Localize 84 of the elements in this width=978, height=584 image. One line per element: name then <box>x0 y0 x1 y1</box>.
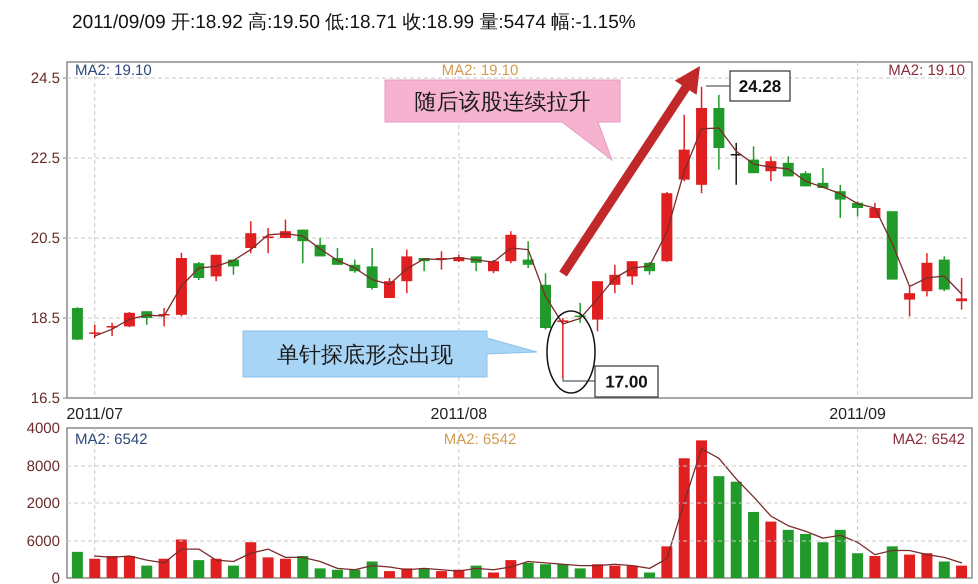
bar <box>505 560 516 578</box>
bar <box>418 568 430 578</box>
annotation: 24.28 <box>738 77 782 96</box>
x-tick-label: 2011/08 <box>430 406 488 423</box>
bar <box>193 560 204 578</box>
candlestick <box>522 240 534 269</box>
bar <box>332 570 343 578</box>
bar <box>314 568 326 578</box>
bar <box>713 476 724 578</box>
bar <box>592 564 604 578</box>
bar <box>730 482 742 578</box>
bar <box>765 522 776 578</box>
bar <box>470 566 482 578</box>
bar <box>488 572 499 578</box>
bar <box>626 566 638 578</box>
candlestick <box>488 259 499 274</box>
x-tick-label: 2011/09 <box>829 406 886 423</box>
candlestick <box>245 220 256 254</box>
x-tick-label: 2011/07 <box>66 406 124 423</box>
bar <box>245 542 256 578</box>
y-tick-label: 16.5 <box>30 390 60 407</box>
bar <box>644 572 656 578</box>
text: 6000 <box>26 533 60 550</box>
bar <box>176 539 187 578</box>
bar <box>384 571 395 578</box>
bar <box>921 553 932 578</box>
candlestick <box>193 261 204 281</box>
y-tick-label: 22.5 <box>30 150 60 167</box>
bar <box>89 558 100 578</box>
candlestick <box>800 170 812 188</box>
bar <box>678 458 690 578</box>
bar <box>834 530 846 578</box>
candlestick <box>904 286 916 318</box>
y-tick-label: 20.5 <box>30 230 60 247</box>
bar <box>869 556 880 578</box>
bar <box>349 570 360 578</box>
bar <box>522 562 534 578</box>
bar <box>748 512 760 578</box>
bar <box>106 556 118 578</box>
bar <box>956 566 968 578</box>
bar <box>210 558 222 578</box>
candlestick <box>366 247 378 290</box>
bar <box>228 566 239 578</box>
text: 2000 <box>26 495 60 512</box>
annotation: 17.00 <box>605 372 648 392</box>
text: 0 <box>52 570 60 584</box>
bar <box>557 564 568 578</box>
bar <box>141 566 152 578</box>
bar <box>158 558 170 578</box>
annotation: MA2: 19.10 <box>442 62 518 79</box>
candlestick <box>89 324 100 339</box>
annotation: MA2: 6542 <box>444 431 516 448</box>
bar <box>696 440 708 578</box>
bar <box>436 571 447 578</box>
bar <box>886 546 898 578</box>
annotation: MA2: 6542 <box>75 431 148 448</box>
annotation: MA2: 6542 <box>892 431 965 448</box>
bar <box>609 566 620 578</box>
bar <box>297 556 308 578</box>
line-series <box>94 127 962 337</box>
bar <box>904 554 916 578</box>
annotation: 单针探底形态出现 <box>277 342 453 367</box>
bar <box>661 546 672 578</box>
annotation: MA2: 19.10 <box>75 62 152 79</box>
chart-title: 2011/09/09 开:18.92 高:19.50 低:18.71 收:18.99 量:5474 幅:-1.15% <box>72 11 636 33</box>
bar <box>782 530 794 578</box>
bar <box>817 542 828 578</box>
text: 8000 <box>26 458 60 475</box>
bar <box>800 534 812 578</box>
bar <box>852 553 864 578</box>
bar <box>540 564 552 578</box>
bar <box>124 556 135 578</box>
bar <box>574 568 586 578</box>
bar <box>366 561 378 578</box>
bar <box>938 561 950 578</box>
candlestick <box>626 260 638 286</box>
y-tick-label: 24.5 <box>30 70 60 87</box>
text: 4000 <box>26 420 60 437</box>
bar <box>262 557 274 578</box>
bar <box>72 552 83 578</box>
annotation: MA2: 19.10 <box>888 62 965 79</box>
bar <box>280 558 291 578</box>
annotation: 随后该股连续拉升 <box>414 89 590 114</box>
y-tick-label: 18.5 <box>30 310 60 327</box>
